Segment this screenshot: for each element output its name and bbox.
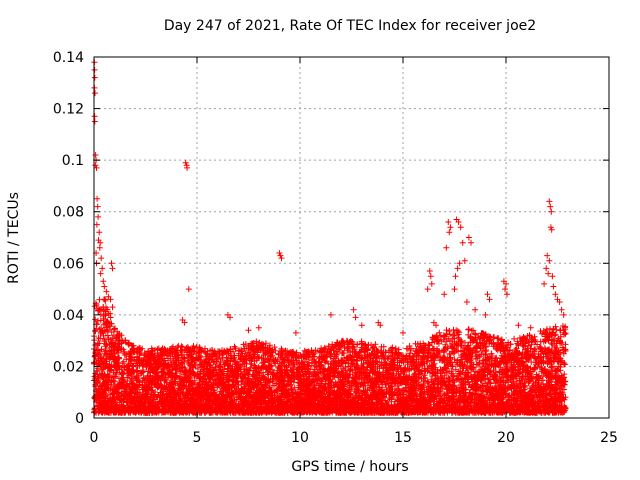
y-tick-label: 0.02 [53, 359, 84, 375]
chart-title: Day 247 of 2021, Rate Of TEC Index for r… [164, 18, 536, 34]
y-tick-label: 0.06 [53, 256, 84, 272]
y-tick-label: 0.14 [53, 50, 84, 66]
data-points [91, 59, 569, 416]
x-tick-label: 5 [193, 430, 202, 446]
y-tick-label: 0 [75, 411, 84, 427]
x-tick-label: 25 [600, 430, 618, 446]
y-tick-label: 0.08 [53, 205, 84, 221]
y-tick-label: 0.1 [62, 153, 84, 169]
x-tick-label: 15 [394, 430, 412, 446]
y-tick-label: 0.04 [53, 308, 84, 324]
y-tick-label: 0.12 [53, 102, 84, 118]
x-axis-label: GPS time / hours [291, 459, 408, 475]
scatter-points [91, 306, 568, 416]
y-axis-label: ROTI / TECUs [6, 192, 22, 284]
x-tick-label: 10 [291, 430, 309, 446]
x-tick-label: 0 [90, 430, 99, 446]
axis-ticks: 0 5 10 15 20 25 0 0.02 0.04 0.06 0.08 0.1 0.12 0.14 [53, 50, 618, 446]
x-tick-label: 20 [497, 430, 515, 446]
scatter-points [91, 59, 567, 336]
plot-frame [93, 56, 610, 419]
